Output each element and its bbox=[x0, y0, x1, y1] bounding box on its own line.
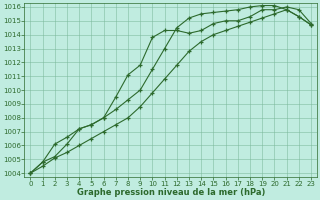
X-axis label: Graphe pression niveau de la mer (hPa): Graphe pression niveau de la mer (hPa) bbox=[76, 188, 265, 197]
